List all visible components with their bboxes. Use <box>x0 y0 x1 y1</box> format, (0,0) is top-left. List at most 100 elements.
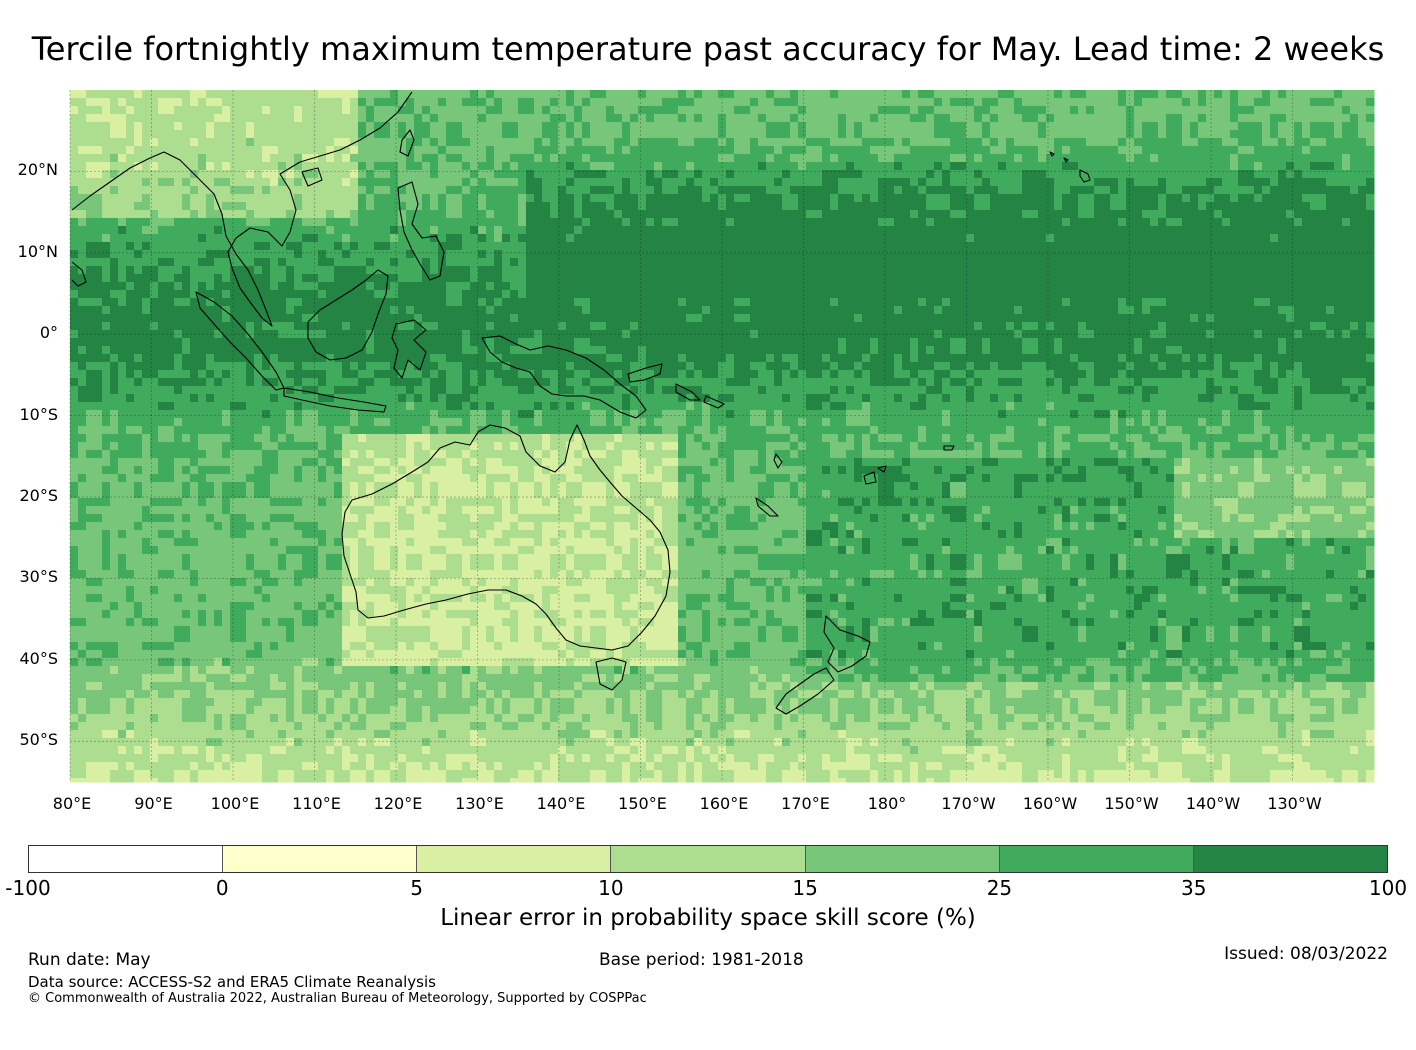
skill-cell <box>950 178 959 187</box>
skill-cell <box>214 122 223 131</box>
skill-cell <box>574 162 583 171</box>
skill-cell <box>198 322 207 331</box>
skill-cell <box>270 290 279 299</box>
skill-cell <box>206 170 215 179</box>
skill-cell <box>230 274 239 283</box>
skill-cell <box>1014 170 1023 179</box>
skill-cell <box>1014 114 1023 123</box>
skill-cell <box>1238 90 1247 99</box>
skill-cell <box>910 242 919 251</box>
skill-cell <box>766 258 775 267</box>
skill-cell <box>630 330 639 339</box>
skill-cell <box>374 162 383 171</box>
skill-cell <box>894 138 903 147</box>
skill-cell <box>190 98 199 107</box>
skill-cell <box>1070 154 1079 163</box>
skill-cell <box>470 234 479 243</box>
skill-cell <box>758 186 767 195</box>
skill-cell <box>654 210 663 219</box>
skill-cell <box>958 138 967 147</box>
skill-cell <box>1014 274 1023 283</box>
skill-cell <box>1318 322 1327 331</box>
skill-cell <box>1166 226 1175 235</box>
skill-cell <box>734 242 743 251</box>
skill-cell <box>454 202 463 211</box>
skill-cell <box>206 178 215 187</box>
skill-cell <box>710 122 719 131</box>
skill-cell <box>494 218 503 227</box>
skill-cell <box>1246 146 1255 155</box>
skill-cell <box>814 234 823 243</box>
skill-cell <box>1366 290 1375 299</box>
skill-cell <box>1294 274 1303 283</box>
skill-cell <box>374 218 383 227</box>
skill-cell <box>646 234 655 243</box>
skill-cell <box>950 130 959 139</box>
skill-cell <box>102 210 111 219</box>
skill-cell <box>486 114 495 123</box>
skill-cell <box>606 130 615 139</box>
skill-cell <box>502 106 511 115</box>
skill-cell <box>1158 314 1167 323</box>
skill-cell <box>910 130 919 139</box>
skill-cell <box>1094 130 1103 139</box>
skill-cell <box>462 202 471 211</box>
skill-cell <box>646 186 655 195</box>
skill-cell <box>1214 314 1223 323</box>
skill-cell <box>622 162 631 171</box>
skill-cell <box>1366 178 1375 187</box>
skill-cell <box>1342 242 1351 251</box>
skill-cell <box>974 122 983 131</box>
skill-cell <box>1198 186 1207 195</box>
skill-cell <box>566 258 575 267</box>
skill-cell <box>134 274 143 283</box>
skill-cell <box>1118 98 1127 107</box>
skill-cell <box>286 306 295 315</box>
skill-cell <box>1278 170 1287 179</box>
skill-cell <box>598 122 607 131</box>
skill-cell <box>702 178 711 187</box>
skill-cell <box>886 306 895 315</box>
skill-cell <box>502 194 511 203</box>
skill-cell <box>142 234 151 243</box>
skill-cell <box>390 114 399 123</box>
skill-cell <box>94 330 103 339</box>
skill-cell <box>502 274 511 283</box>
skill-cell <box>1318 194 1327 203</box>
skill-cell <box>782 298 791 307</box>
skill-cell <box>894 146 903 155</box>
skill-cell <box>118 114 127 123</box>
skill-cell <box>446 234 455 243</box>
skill-cell <box>870 98 879 107</box>
skill-cell <box>358 90 367 99</box>
skill-cell <box>910 282 919 291</box>
skill-cell <box>342 162 351 171</box>
skill-cell <box>654 186 663 195</box>
skill-cell <box>1334 282 1343 291</box>
skill-cell <box>486 322 495 331</box>
skill-cell <box>398 290 407 299</box>
skill-cell <box>766 98 775 107</box>
skill-cell <box>950 258 959 267</box>
skill-cell <box>638 170 647 179</box>
skill-cell <box>758 154 767 163</box>
skill-cell <box>790 290 799 299</box>
skill-cell <box>766 290 775 299</box>
skill-cell <box>1118 314 1127 323</box>
skill-cell <box>134 218 143 227</box>
skill-cell <box>622 178 631 187</box>
skill-cell <box>1118 106 1127 115</box>
skill-cell <box>358 266 367 275</box>
skill-cell <box>1174 234 1183 243</box>
skill-cell <box>1086 98 1095 107</box>
skill-cell <box>318 234 327 243</box>
skill-cell <box>1118 114 1127 123</box>
skill-cell <box>686 106 695 115</box>
skill-cell <box>366 226 375 235</box>
skill-cell <box>278 218 287 227</box>
skill-cell <box>934 106 943 115</box>
skill-cell <box>190 106 199 115</box>
skill-cell <box>1334 322 1343 331</box>
skill-cell <box>254 122 263 131</box>
skill-cell <box>254 162 263 171</box>
